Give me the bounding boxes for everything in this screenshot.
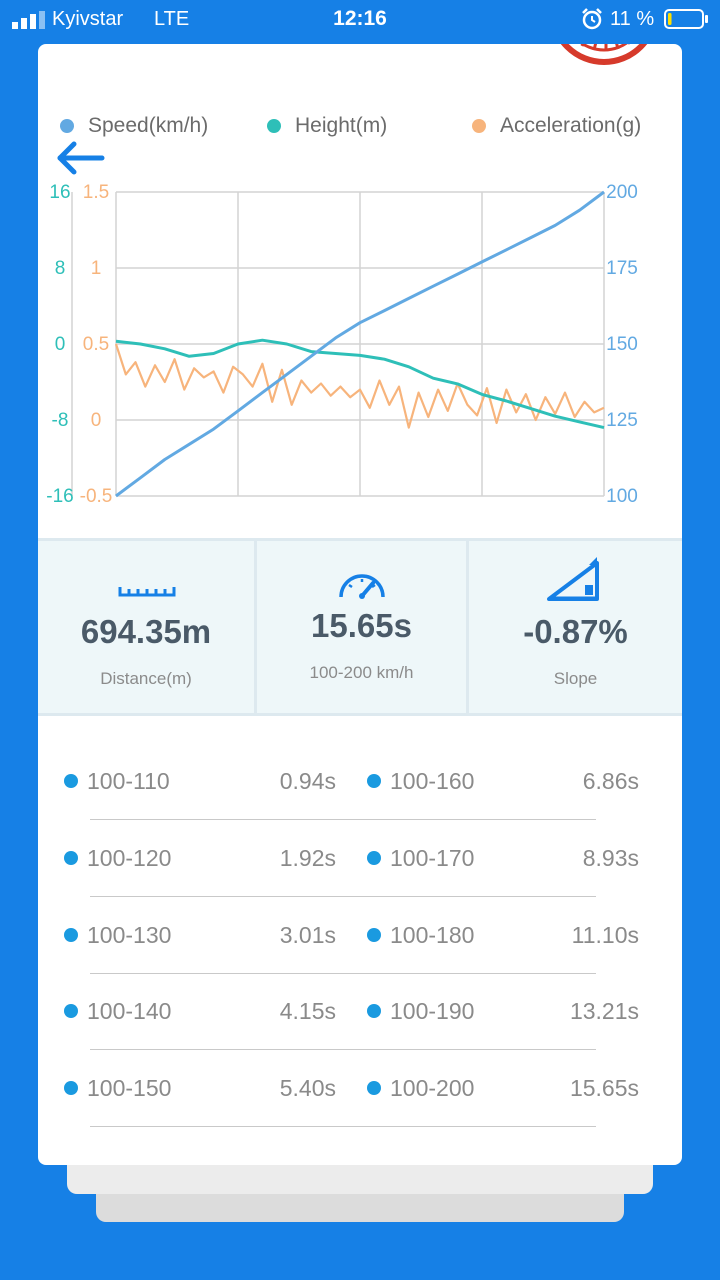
bullet-icon [367, 927, 381, 942]
bullet-icon [367, 1004, 381, 1019]
y-tick-label-acceleration: 0.5 [83, 334, 109, 355]
back-arrow-icon[interactable] [56, 140, 106, 180]
split-time: 15.65s [569, 1075, 639, 1102]
stat-label: Slope [553, 669, 598, 688]
split-range: 100-170 [390, 844, 475, 871]
split-range: 100-110 [87, 768, 170, 794]
bullet-icon [64, 850, 78, 865]
split-range: 100-130 [87, 921, 172, 948]
y-tick-label-height: 16 [49, 182, 70, 203]
stamp-badge-icon [560, 44, 648, 65]
split-range: 100-120 [87, 844, 172, 871]
stat-label: 100-200 km/h [309, 663, 414, 682]
bullet-icon [64, 774, 78, 788]
y-tick-label-speed: 175 [606, 258, 638, 279]
series-line-speed [115, 190, 605, 498]
legend-dot [60, 119, 74, 133]
split-time: 13.21s [569, 998, 639, 1025]
ruler-icon [118, 587, 176, 597]
stats-panel: 694.35m Distance(m) 15.65s 100-200 km/h … [38, 538, 682, 716]
row-divider [90, 819, 596, 820]
status-bar: Kyivstar LTE 12:16 11 % [0, 0, 720, 40]
slope-icon [547, 557, 599, 601]
series-line-height [115, 338, 605, 430]
legend-item-speed: Speed(km/h) [60, 114, 208, 138]
bullet-icon [64, 1004, 78, 1019]
bullet-icon [367, 774, 381, 788]
performance-chart: 16 8 0 -8 -16 1.5 1 0.5 0 -0.5 200 175 150 125 100 [46, 182, 638, 507]
y-tick-label-speed: 125 [606, 410, 638, 431]
split-row: 100-120 1.92s 100-170 8.93s [38, 821, 682, 897]
battery-icon [664, 9, 708, 29]
bullet-icon [367, 850, 381, 865]
y-tick-label-acceleration: 0 [91, 410, 102, 431]
network-type: LTE [154, 8, 190, 30]
legend-dot [472, 119, 486, 133]
split-range: 100-140 [87, 998, 172, 1025]
stat-time: 15.65s 100-200 km/h [257, 541, 469, 713]
signal-icon [12, 11, 45, 29]
legend-item-height: Height(m) [267, 114, 387, 138]
split-row: 100-150 5.40s 100-200 15.65s [38, 1051, 682, 1128]
split-range: 100-180 [390, 921, 475, 948]
series-line-acceleration [114, 343, 605, 429]
bullet-icon [64, 1081, 78, 1096]
legend-label: Acceleration(g) [500, 114, 642, 137]
split-range: 100-190 [390, 998, 475, 1025]
battery-percent: 11 % [610, 8, 655, 30]
alarm-icon [582, 8, 602, 30]
y-tick-label-speed: 100 [606, 486, 638, 507]
split-time: 5.40s [279, 1075, 336, 1102]
split-row: 100-130 3.01s 100-180 11.10s [38, 898, 682, 974]
y-tick-label-height: -8 [52, 410, 69, 431]
row-divider [90, 895, 596, 897]
chart-legend: Speed(km/h) Height(m) Acceleration(g) [38, 114, 682, 144]
split-time: 8.93s [582, 844, 639, 871]
split-time: 0.94s [279, 768, 336, 794]
y-tick-label-height: 0 [55, 334, 66, 355]
stat-distance: 694.35m Distance(m) [38, 541, 257, 713]
split-range: 100-200 [390, 1075, 475, 1102]
y-tick-label-acceleration: 1.5 [83, 182, 109, 203]
stat-value: 15.65s [311, 607, 412, 644]
clock: 12:16 [333, 7, 387, 30]
split-row: 100-110 0.94s 100-160 6.86s [38, 744, 682, 820]
y-tick-label-height: 8 [55, 258, 66, 279]
speedometer-icon [339, 574, 385, 599]
legend-dot [267, 119, 281, 133]
split-time: 1.92s [279, 844, 336, 871]
bullet-icon [64, 927, 78, 942]
split-time: 11.10s [571, 921, 639, 948]
stat-label: Distance(m) [100, 669, 192, 688]
stat-value: 694.35m [80, 613, 212, 650]
legend-label: Speed(km/h) [88, 114, 209, 137]
stat-value: -0.87% [523, 613, 628, 650]
legend-item-acceleration: Acceleration(g) [472, 114, 641, 138]
y-tick-label-speed: 150 [606, 334, 638, 355]
legend-label: Height(m) [295, 114, 388, 137]
result-card: Speed(km/h) Height(m) Acceleration(g) 16… [38, 44, 682, 1165]
split-range: 100-160 [390, 768, 475, 794]
split-times-list: 100-110 0.94s 100-160 6.86s 100-120 1.92s 100-… [38, 744, 682, 1144]
split-time: 3.01s [279, 921, 336, 948]
split-time: 4.15s [279, 998, 336, 1025]
row-divider [90, 1126, 596, 1128]
y-tick-label-speed: 200 [606, 182, 638, 203]
split-row: 100-140 4.15s 100-190 13.21s [38, 974, 682, 1051]
row-divider [90, 972, 596, 974]
row-divider [90, 1049, 596, 1051]
y-tick-label-acceleration: -0.5 [80, 486, 113, 507]
stat-slope: -0.87% Slope [469, 541, 682, 713]
split-range: 100-150 [87, 1075, 172, 1102]
bullet-icon [367, 1081, 381, 1096]
y-tick-label-height: -16 [46, 486, 73, 507]
split-time: 6.86s [582, 768, 639, 794]
y-tick-label-acceleration: 1 [91, 258, 102, 279]
carrier-name: Kyivstar [52, 8, 124, 30]
